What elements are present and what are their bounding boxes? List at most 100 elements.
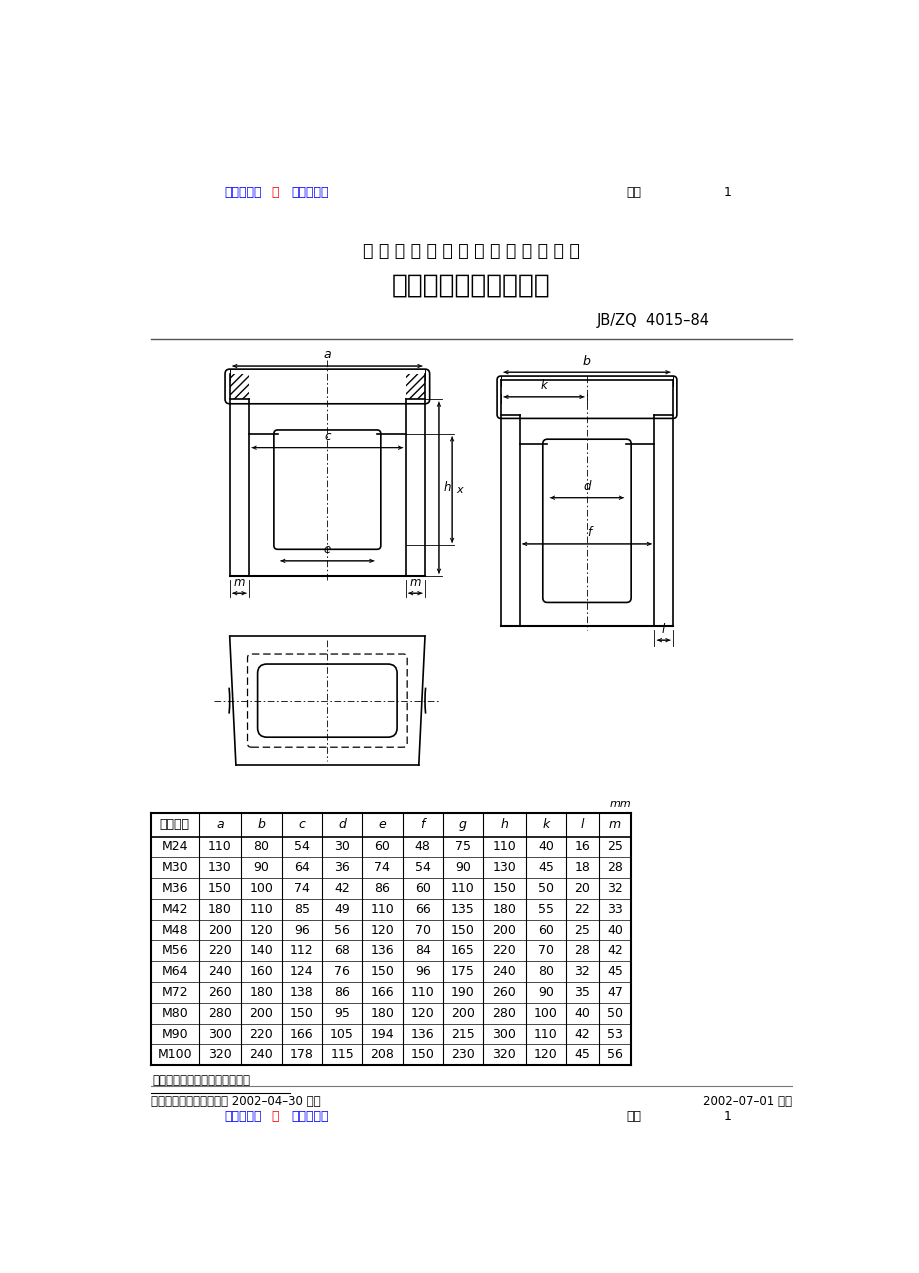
Text: 60: 60 xyxy=(414,882,430,895)
Text: 110: 110 xyxy=(370,903,394,915)
Text: g: g xyxy=(459,819,467,831)
Text: 53: 53 xyxy=(607,1027,622,1040)
Text: 36: 36 xyxy=(334,862,349,875)
Text: 中 国 第 一 重 型 机 械 集 团 公 司 标 准: 中 国 第 一 重 型 机 械 集 团 公 司 标 准 xyxy=(363,242,579,260)
Bar xyxy=(249,374,405,400)
Text: 120: 120 xyxy=(370,924,394,937)
Text: M48: M48 xyxy=(161,924,187,937)
Bar xyxy=(249,400,278,577)
Text: 110: 110 xyxy=(450,882,474,895)
Text: 180: 180 xyxy=(370,1007,394,1020)
Text: 66: 66 xyxy=(414,903,430,915)
Bar xyxy=(377,400,405,577)
Text: f: f xyxy=(586,526,591,540)
Text: 180: 180 xyxy=(249,987,273,999)
Text: k: k xyxy=(541,819,549,831)
Text: d: d xyxy=(338,819,346,831)
Text: l: l xyxy=(662,622,664,635)
Text: e: e xyxy=(378,819,386,831)
Text: 42: 42 xyxy=(334,882,349,895)
Text: 140: 140 xyxy=(249,945,273,957)
Text: 返回总目录: 返回总目录 xyxy=(224,186,261,200)
Text: 中国第一重机械集团公司 2002–04–30 批准: 中国第一重机械集团公司 2002–04–30 批准 xyxy=(151,1095,320,1108)
Text: 20: 20 xyxy=(573,882,590,895)
Text: 85: 85 xyxy=(293,903,310,915)
Text: 105: 105 xyxy=(330,1027,354,1040)
Text: 47: 47 xyxy=(607,987,622,999)
Text: 30: 30 xyxy=(334,840,349,853)
Text: 圆角与所从属的铸件体相一致。: 圆角与所从属的铸件体相一致。 xyxy=(152,1074,250,1087)
Text: 280: 280 xyxy=(492,1007,516,1020)
Text: 110: 110 xyxy=(249,903,273,915)
Text: d: d xyxy=(583,480,590,493)
Text: 100: 100 xyxy=(533,1007,557,1020)
Bar xyxy=(377,545,405,577)
Text: 215: 215 xyxy=(450,1027,474,1040)
Text: 190: 190 xyxy=(450,987,474,999)
Text: m: m xyxy=(409,575,421,588)
Text: 260: 260 xyxy=(208,987,232,999)
Text: 42: 42 xyxy=(573,1027,590,1040)
Text: a: a xyxy=(216,819,223,831)
Text: 1: 1 xyxy=(722,186,731,200)
Text: 160: 160 xyxy=(249,965,273,978)
Text: 150: 150 xyxy=(370,965,394,978)
Text: 70: 70 xyxy=(414,924,430,937)
Text: 84: 84 xyxy=(414,945,430,957)
Text: 112: 112 xyxy=(289,945,313,957)
Text: 55: 55 xyxy=(538,903,553,915)
Text: 1: 1 xyxy=(722,1110,731,1123)
Text: M24: M24 xyxy=(161,840,187,853)
Text: 120: 120 xyxy=(249,924,273,937)
FancyBboxPatch shape xyxy=(542,439,630,602)
Text: 178: 178 xyxy=(289,1048,313,1062)
Text: 150: 150 xyxy=(410,1048,434,1062)
Text: 75: 75 xyxy=(455,840,471,853)
Text: 42: 42 xyxy=(607,945,622,957)
Text: M36: M36 xyxy=(161,882,187,895)
Text: 45: 45 xyxy=(607,965,622,978)
Text: c: c xyxy=(298,819,305,831)
Text: l: l xyxy=(580,819,584,831)
Text: M42: M42 xyxy=(161,903,187,915)
Text: 54: 54 xyxy=(414,862,430,875)
Text: 2002–07–01 实施: 2002–07–01 实施 xyxy=(703,1095,791,1108)
Text: m: m xyxy=(608,819,620,831)
FancyBboxPatch shape xyxy=(274,430,380,550)
Text: 返回分目录: 返回分目录 xyxy=(291,1110,329,1123)
Bar xyxy=(230,374,249,400)
Text: x: x xyxy=(456,485,462,495)
Text: 32: 32 xyxy=(573,965,590,978)
Text: JB/ZQ  4015–84: JB/ZQ 4015–84 xyxy=(596,313,709,328)
Text: 48: 48 xyxy=(414,840,430,853)
FancyBboxPatch shape xyxy=(257,665,397,737)
Text: 33: 33 xyxy=(607,903,622,915)
Text: 后退: 后退 xyxy=(626,1110,641,1123)
Text: 95: 95 xyxy=(334,1007,349,1020)
Text: 240: 240 xyxy=(492,965,516,978)
Text: 96: 96 xyxy=(293,924,310,937)
Text: M100: M100 xyxy=(157,1048,192,1062)
Text: 166: 166 xyxy=(289,1027,313,1040)
Text: 铸铁、铸钢件地脚凸缘: 铸铁、铸钢件地脚凸缘 xyxy=(391,272,550,299)
Text: b: b xyxy=(257,819,265,831)
Text: 120: 120 xyxy=(411,1007,434,1020)
Text: 公称尺寸: 公称尺寸 xyxy=(160,819,189,831)
FancyBboxPatch shape xyxy=(496,376,676,419)
Text: 86: 86 xyxy=(374,882,390,895)
Text: 返回分目录: 返回分目录 xyxy=(291,186,329,200)
Text: 74: 74 xyxy=(374,862,390,875)
Bar xyxy=(405,374,425,400)
Text: b: b xyxy=(583,355,590,368)
Text: 28: 28 xyxy=(607,862,622,875)
Text: 138: 138 xyxy=(289,987,313,999)
Text: M64: M64 xyxy=(161,965,187,978)
Text: 110: 110 xyxy=(492,840,516,853)
Text: 220: 220 xyxy=(492,945,516,957)
Text: 130: 130 xyxy=(492,862,516,875)
Text: 240: 240 xyxy=(249,1048,273,1062)
Text: f: f xyxy=(420,819,425,831)
Text: 260: 260 xyxy=(492,987,516,999)
Text: 64: 64 xyxy=(293,862,310,875)
Text: M30: M30 xyxy=(161,862,187,875)
